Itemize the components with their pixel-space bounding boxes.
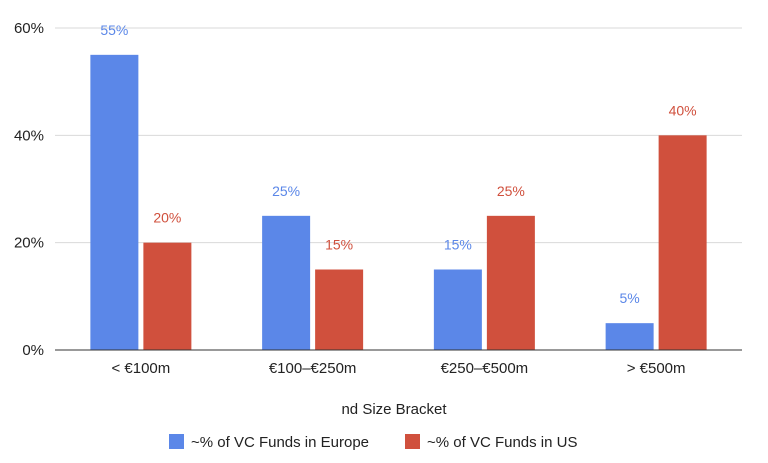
bar-us xyxy=(486,215,535,350)
legend-swatch xyxy=(169,434,184,449)
data-label: 15% xyxy=(444,237,472,253)
data-label: 5% xyxy=(620,290,640,306)
bars xyxy=(90,54,707,350)
bar-europe xyxy=(605,323,654,350)
data-label: 25% xyxy=(272,183,300,199)
x-tick-label: < €100m xyxy=(111,360,170,377)
legend-label: ~% of VC Funds in Europe xyxy=(191,434,369,451)
y-tick-label: 40% xyxy=(14,127,44,144)
y-tick-label: 0% xyxy=(22,342,44,359)
legend-swatch xyxy=(405,434,420,449)
bar-europe xyxy=(262,215,311,350)
y-tick-label: 60% xyxy=(14,20,44,37)
bar-europe xyxy=(433,269,482,350)
data-label: 25% xyxy=(497,183,525,199)
y-axis-ticks: 0% 20% 40% 60% xyxy=(14,20,44,359)
bar-europe xyxy=(90,54,139,350)
data-label: 55% xyxy=(100,22,128,38)
data-label: 15% xyxy=(325,237,353,253)
legend: ~% of VC Funds in Europe ~% of VC Funds i… xyxy=(169,434,577,451)
data-labels: 55% 20% 25% 15% 15% 25% 5% 40% xyxy=(100,22,696,306)
x-axis-title: nd Size Bracket xyxy=(341,401,447,418)
bar-us xyxy=(658,135,707,350)
x-tick-label: > €500m xyxy=(627,360,686,377)
bar-us xyxy=(143,242,192,350)
data-label: 40% xyxy=(669,102,697,118)
x-axis-ticks: < €100m €100–€250m €250–€500m > €500m xyxy=(111,360,685,377)
bar-us xyxy=(315,269,364,350)
data-label: 20% xyxy=(153,210,181,226)
y-tick-label: 20% xyxy=(14,235,44,252)
legend-label: ~% of VC Funds in US xyxy=(427,434,577,451)
x-tick-label: €250–€500m xyxy=(441,360,529,377)
x-tick-label: €100–€250m xyxy=(269,360,357,377)
